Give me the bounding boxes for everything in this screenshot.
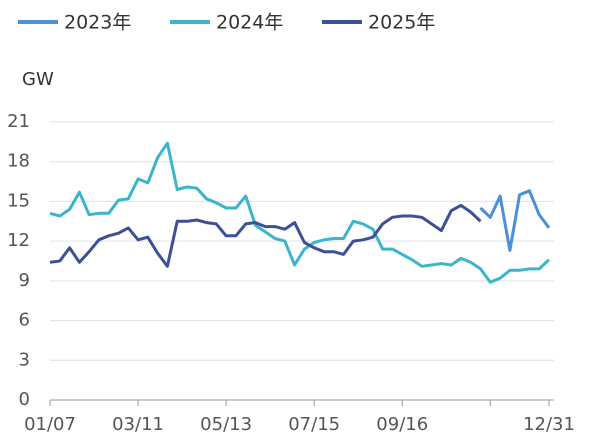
y-tick-label: 9 [19,270,30,291]
x-tick-label: 07/15 [288,414,340,435]
legend: 2023年 2024年 2025年 [18,12,435,34]
legend-label: 2023年 [64,12,131,34]
x-tick-label: 09/16 [376,414,428,435]
y-tick-label: 18 [7,151,30,172]
x-tick-label: 01/07 [24,414,76,435]
line-series [49,141,551,284]
line-series [479,189,551,252]
x-tick-label: 03/11 [112,414,164,435]
legend-label: 2024年 [216,12,283,34]
y-tick-label: 21 [7,111,30,132]
x-tick-label: 05/13 [200,414,252,435]
y-tick-label: 6 [19,310,30,331]
y-tick-label: 12 [7,230,30,251]
x-tick-label: 12/31 [523,414,575,435]
y-axis-label: GW [22,69,54,90]
line-series [49,203,482,268]
y-tick-label: 3 [19,349,30,370]
y-tick-label: 0 [19,389,30,410]
legend-label: 2025年 [368,12,435,34]
y-tick-label: 15 [7,190,30,211]
